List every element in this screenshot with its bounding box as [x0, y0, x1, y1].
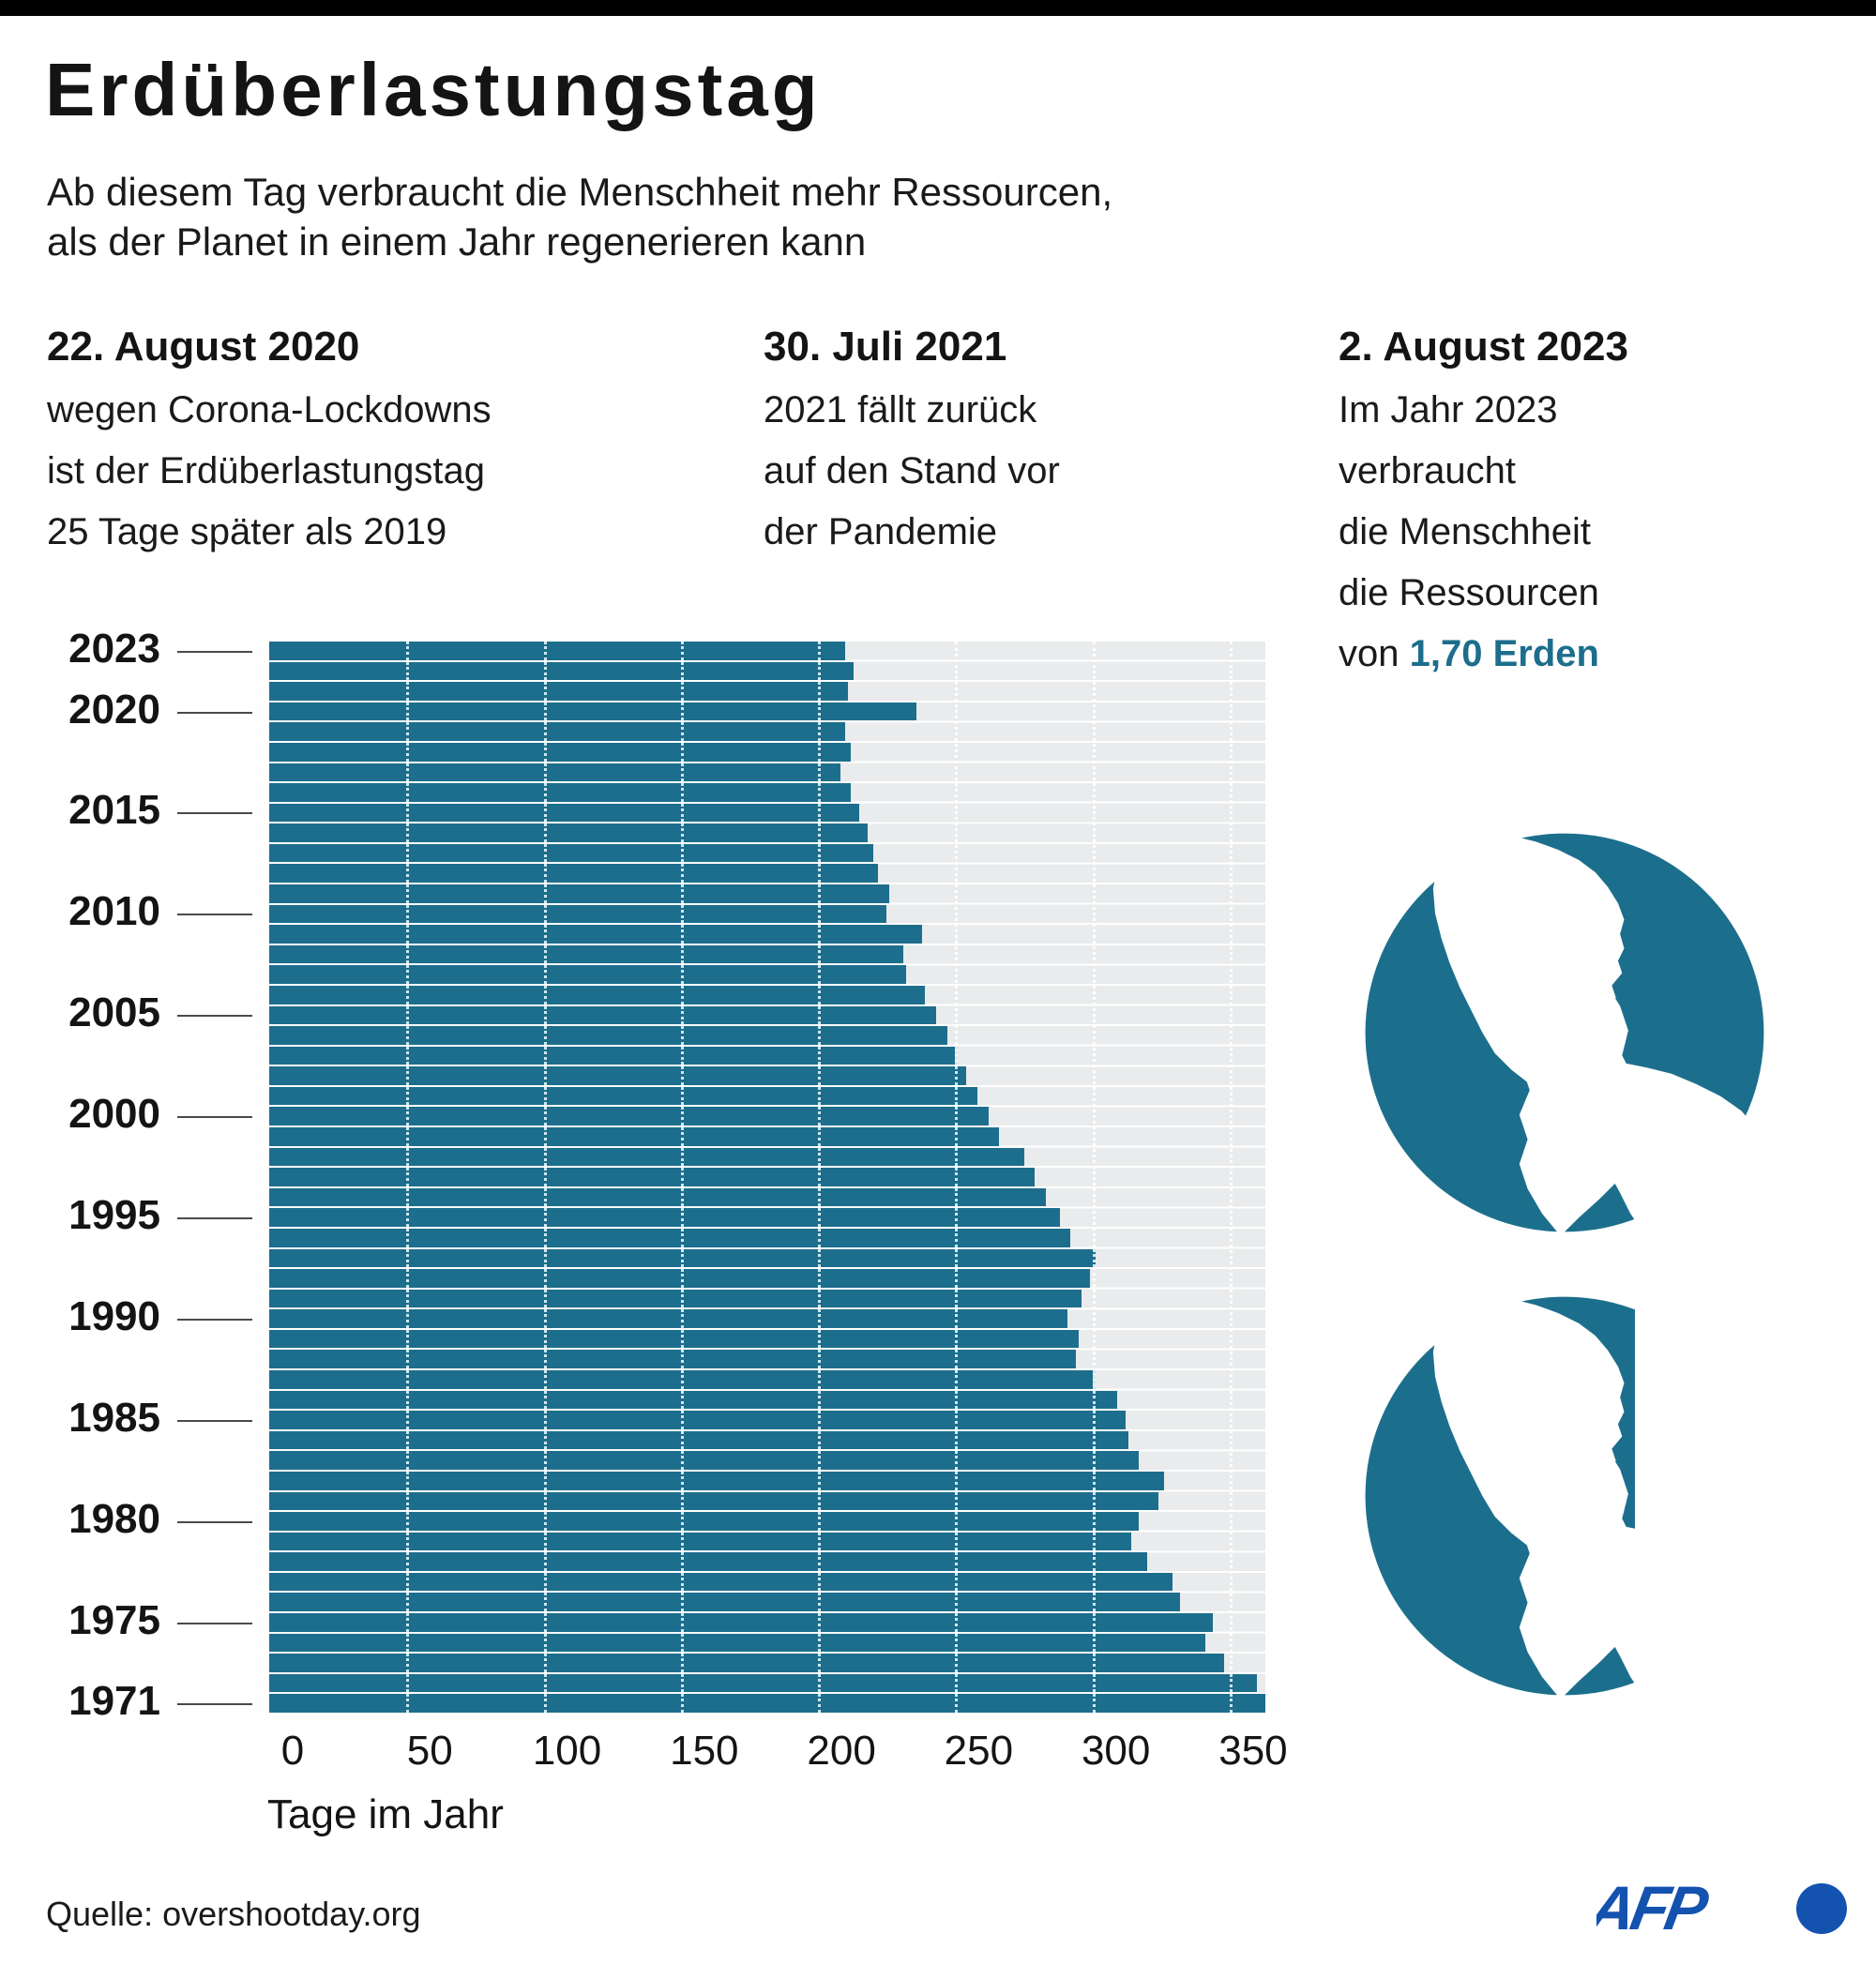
svg-text:AFP: AFP: [1596, 1876, 1714, 1941]
